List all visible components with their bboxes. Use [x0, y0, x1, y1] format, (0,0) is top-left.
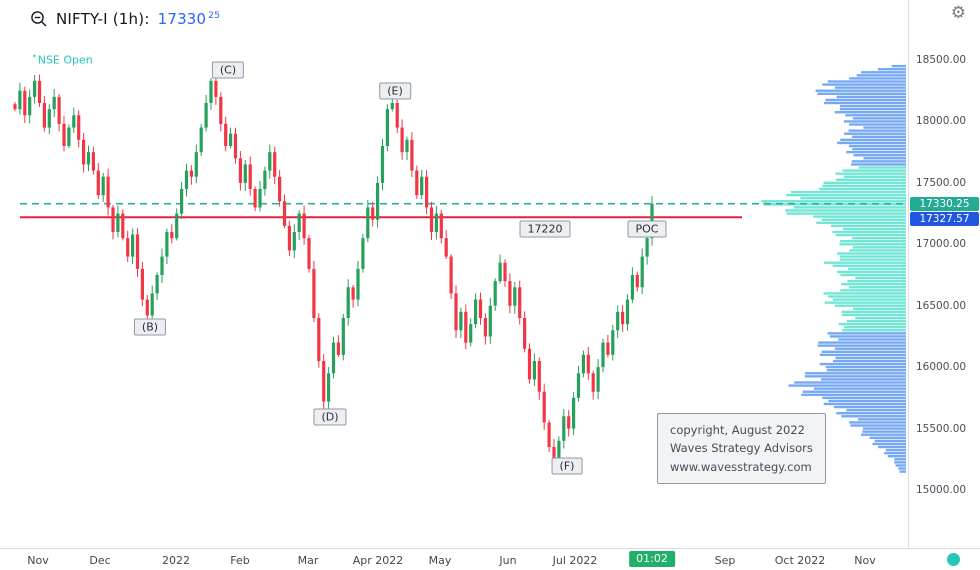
time-label: May: [428, 554, 452, 567]
price-decimals: 25: [208, 11, 221, 21]
price-tick-label: 18500.00: [916, 54, 967, 66]
session-status: •NSE Open: [32, 52, 93, 67]
price-tick-label: 17500.00: [916, 176, 967, 189]
time-label: 2022: [162, 554, 190, 567]
time-label: Mar: [297, 554, 319, 567]
time-label: Jun: [499, 554, 517, 567]
candlestick-series: [13, 72, 654, 472]
countdown-badge: 01:02: [629, 551, 675, 567]
zoom-out-icon[interactable]: [30, 10, 48, 28]
time-label: Sep: [714, 554, 736, 567]
wave-label-e[interactable]: (E): [379, 82, 411, 100]
time-label: Oct 2022: [774, 554, 826, 567]
poc-label[interactable]: POC: [627, 220, 667, 238]
price-tick-label: 16000.00: [916, 361, 967, 374]
wave-label-d[interactable]: (D): [313, 408, 347, 426]
copyright-line-1: copyright, August 2022: [670, 423, 805, 437]
time-axis[interactable]: Nov Dec 2022 Feb Mar Apr 2022 May Jun Jul 2022 Se…: [0, 548, 980, 570]
price-integer: 17330: [157, 10, 207, 28]
wave-label-f[interactable]: (F): [551, 457, 583, 475]
session-marker-icon: •: [32, 52, 37, 61]
time-label: Dec: [89, 554, 111, 567]
chart-header: NIFTY-I (1h): 17330 25: [30, 10, 220, 28]
last-price-header: 17330 25: [158, 10, 221, 28]
session-label: NSE Open: [37, 53, 93, 67]
time-label: Nov: [27, 554, 49, 567]
price-tick-label: 16500.00: [916, 299, 967, 312]
price-axis[interactable]: 18500.00 18000.00 17500.00 17000.00 16500.00…: [908, 0, 980, 548]
copyright-line-2: Waves Strategy Advisors: [670, 441, 813, 456]
level-label-17220[interactable]: 17220: [519, 220, 571, 238]
price-tick-label: 18000.00: [916, 115, 967, 128]
price-tick-label: 15500.00: [916, 422, 967, 435]
time-label: Feb: [230, 554, 250, 567]
last-price-badge: 17330.25: [910, 196, 979, 211]
price-tick-label: 17000.00: [916, 238, 967, 251]
price-tick-label: 15000.00: [916, 484, 967, 496]
level-lines: [20, 202, 906, 219]
wave-label-b[interactable]: (B): [133, 318, 167, 336]
copyright-annotation[interactable]: copyright, August 2022 Waves Strategy Ad…: [657, 413, 826, 485]
volume-profile: [761, 64, 906, 473]
time-label: Apr 2022: [352, 554, 404, 567]
symbol-title: NIFTY-I (1h):: [56, 10, 150, 28]
poc-price-badge: 17327.57: [910, 211, 979, 226]
copyright-line-3: www.wavesstrategy.com: [670, 459, 812, 474]
status-dot: [947, 553, 960, 566]
wave-label-c[interactable]: (C): [211, 61, 245, 79]
time-label: Jul 2022: [552, 554, 598, 567]
gear-icon[interactable]: ⚙: [950, 3, 966, 23]
time-label: Nov: [854, 554, 876, 567]
